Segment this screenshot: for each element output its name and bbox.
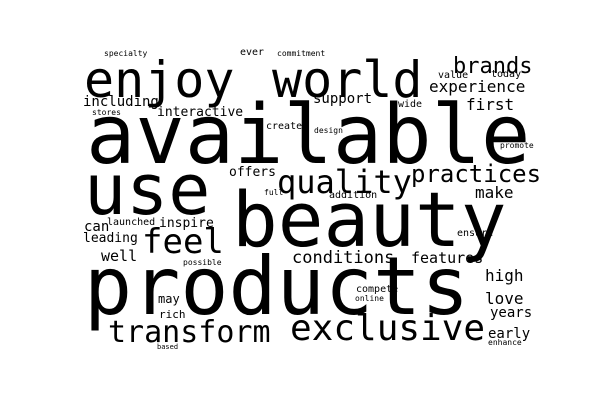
word-can: can	[84, 219, 109, 235]
word-online: online	[355, 294, 384, 303]
word-ever: ever	[240, 47, 264, 58]
word-launched: launched	[107, 217, 155, 228]
word-conditions: conditions	[292, 248, 394, 268]
word-support: support	[313, 91, 372, 107]
word-quality: quality	[277, 163, 412, 201]
word-practices: practices	[411, 160, 541, 188]
word-beauty: beauty	[232, 175, 507, 264]
word-today: today	[491, 69, 521, 80]
word-wide: wide	[398, 99, 422, 110]
word-enhance: enhance	[488, 338, 522, 347]
word-brands: brands	[453, 54, 532, 79]
word-world: world	[272, 51, 423, 109]
word-high: high	[485, 266, 524, 285]
word-experience: experience	[429, 77, 525, 96]
word-leading: leading	[83, 231, 138, 246]
word-well: well	[101, 247, 137, 265]
word-including: including	[83, 94, 159, 110]
word-design: design	[314, 126, 343, 135]
word-make: make	[475, 183, 514, 202]
word-features: features	[411, 249, 483, 267]
word-commitment: commitment	[277, 49, 325, 58]
word-create: create	[266, 121, 302, 132]
word-first: first	[466, 95, 514, 114]
word-value: value	[438, 70, 468, 81]
word-rich: rich	[159, 308, 186, 321]
word-enjoy: enjoy	[84, 51, 235, 109]
word-addition: addition	[329, 190, 377, 201]
word-may: may	[158, 292, 180, 306]
word-based: based	[157, 343, 178, 351]
word-feel: feel	[142, 222, 224, 262]
word-compete: compete	[356, 284, 398, 295]
word-use: use	[84, 149, 210, 231]
word-inspire: inspire	[159, 216, 214, 231]
word-early: early	[488, 326, 530, 342]
word-love: love	[485, 289, 524, 308]
word-promote: promote	[500, 141, 534, 150]
word-available: available	[86, 88, 530, 183]
word-full: full	[264, 188, 283, 197]
word-transform: transform	[108, 315, 271, 350]
word-exclusive: exclusive	[290, 308, 485, 349]
word-specialty: specialty	[104, 49, 148, 58]
word-offers: offers	[229, 165, 276, 180]
word-ensure: ensure	[457, 228, 493, 239]
word-interactive: interactive	[157, 105, 243, 120]
word-years: years	[490, 305, 532, 321]
word-stores: stores	[92, 108, 121, 117]
word-products: products	[84, 240, 469, 333]
word-possible: possible	[183, 258, 222, 267]
